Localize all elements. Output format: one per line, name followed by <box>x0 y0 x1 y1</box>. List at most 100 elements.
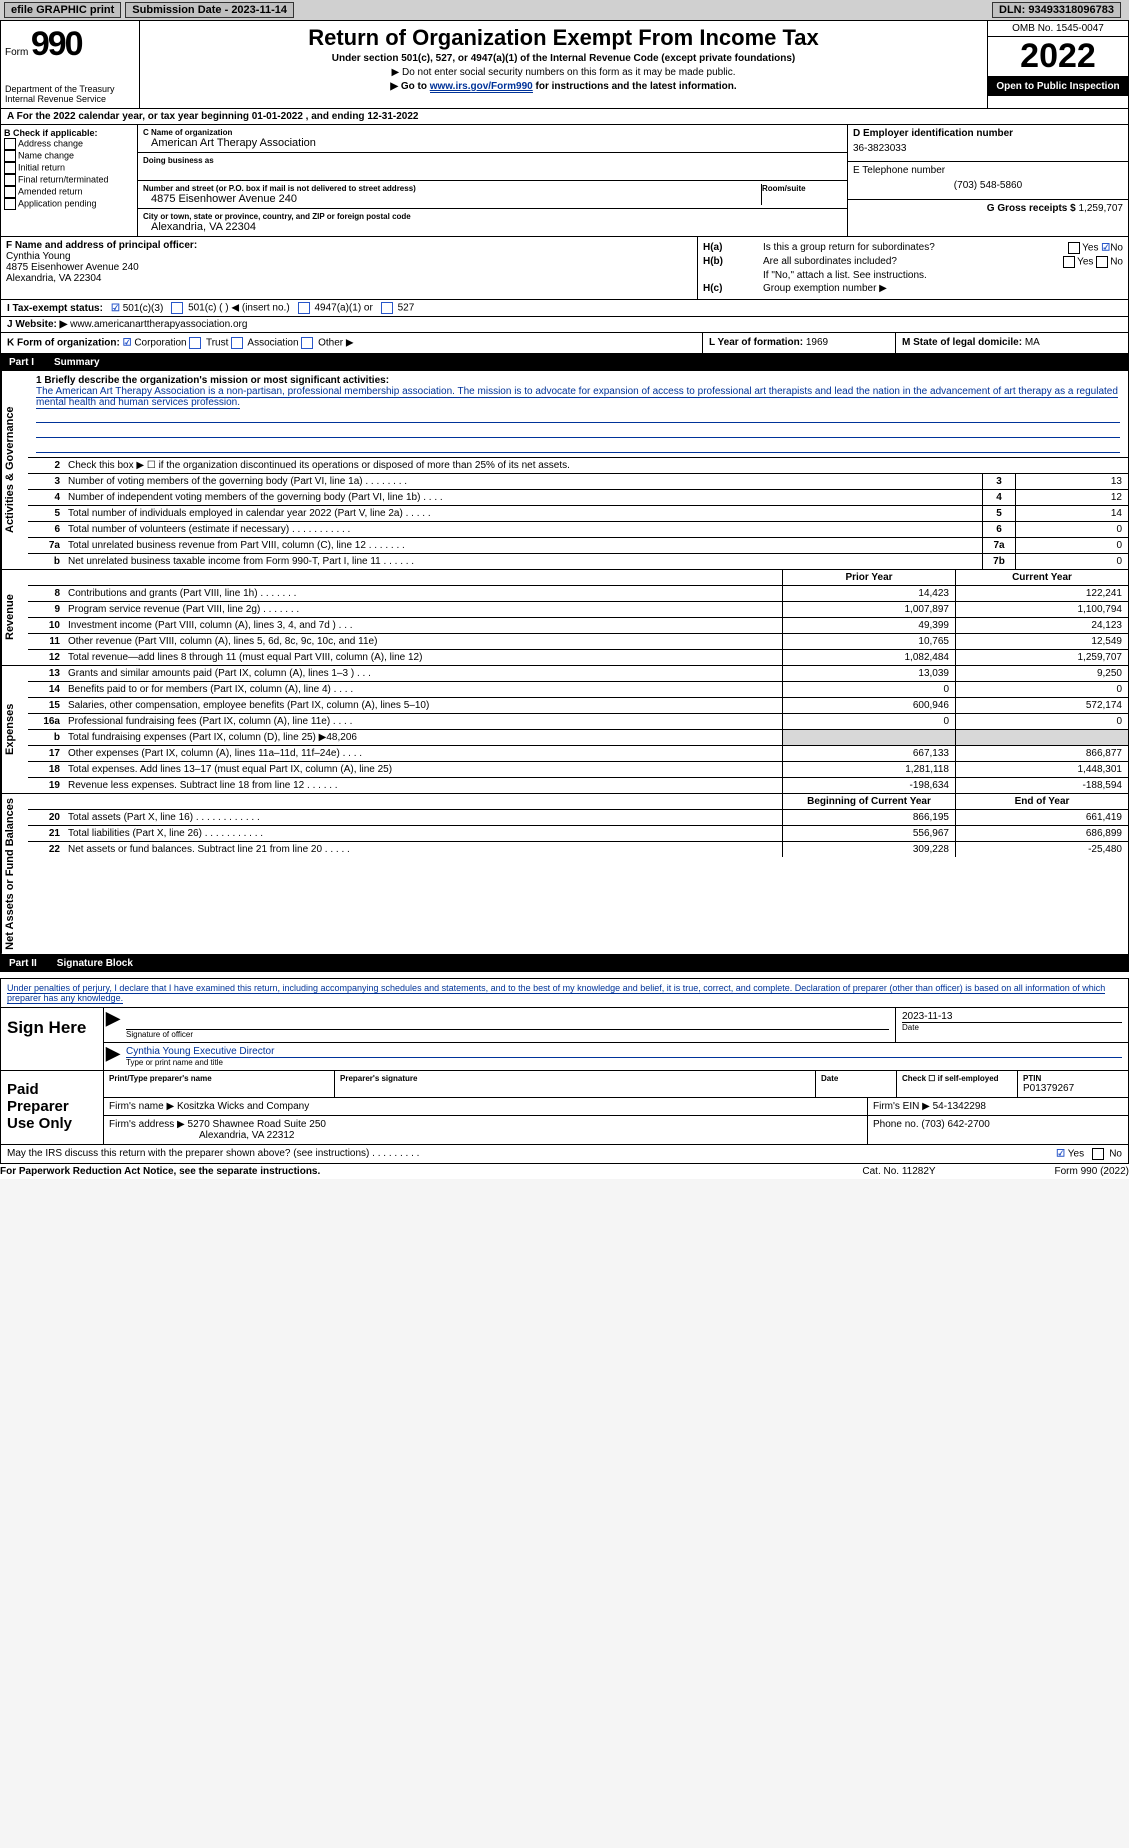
year-formation: 1969 <box>806 337 828 348</box>
form-title: Return of Organization Exempt From Incom… <box>144 25 983 51</box>
hb-text: Are all subordinates included? <box>763 256 1063 268</box>
revenue-tab: Revenue <box>1 570 28 665</box>
firm-ein-label: Firm's EIN ▶ <box>873 1101 930 1112</box>
self-employed-label: Check ☐ if self-employed <box>897 1071 1018 1097</box>
arrow-icon: ▶ <box>104 1043 120 1070</box>
ein-label: D Employer identification number <box>853 128 1123 139</box>
ein-value: 36-3823033 <box>853 143 1123 154</box>
hc-text: Group exemption number ▶ <box>763 283 1123 294</box>
exempt-label: I Tax-exempt status: <box>7 303 103 314</box>
prep-name-label: Print/Type preparer's name <box>104 1071 335 1097</box>
table-row: 19Revenue less expenses. Subtract line 1… <box>28 777 1128 793</box>
website-value: www.americanarttherapyassociation.org <box>70 319 247 330</box>
firm-ein: 54-1342298 <box>933 1101 986 1112</box>
table-row: 17Other expenses (Part IX, column (A), l… <box>28 745 1128 761</box>
org-name: American Art Therapy Association <box>143 137 842 149</box>
hb-label: H(b) <box>703 256 763 268</box>
irs-link[interactable]: www.irs.gov/Form990 <box>430 81 533 93</box>
tax-year: 2022 <box>988 37 1128 77</box>
hb-no-check[interactable] <box>1096 256 1108 268</box>
form-number: 990 <box>31 25 82 63</box>
website-row: J Website: ▶ www.americanarttherapyassoc… <box>0 317 1129 333</box>
goto-suffix: for instructions and the latest informat… <box>536 81 737 92</box>
org-name-label: C Name of organization <box>143 128 842 137</box>
check-name-change[interactable] <box>4 150 16 162</box>
net-assets-section: Net Assets or Fund Balances Beginning of… <box>0 794 1129 955</box>
dept-irs: Internal Revenue Service <box>5 94 135 104</box>
governance-tab: Activities & Governance <box>1 371 28 569</box>
dba-label: Doing business as <box>143 156 842 165</box>
table-row: 20Total assets (Part X, line 16) . . . .… <box>28 809 1128 825</box>
check-initial-return[interactable] <box>4 162 16 174</box>
table-row: bTotal fundraising expenses (Part IX, co… <box>28 729 1128 745</box>
table-row: 14Benefits paid to or for members (Part … <box>28 681 1128 697</box>
mission-label: 1 Briefly describe the organization's mi… <box>36 375 1120 386</box>
check-app-pending[interactable] <box>4 198 16 210</box>
room-label: Room/suite <box>762 184 842 193</box>
table-row: 10Investment income (Part VIII, column (… <box>28 617 1128 633</box>
org-form-row: K Form of organization: ☑ Corporation Tr… <box>0 333 1129 354</box>
tax-exempt-row: I Tax-exempt status: ☑ 501(c)(3) 501(c) … <box>0 300 1129 317</box>
table-row: 21Total liabilities (Part X, line 26) . … <box>28 825 1128 841</box>
officer-typed-name: Cynthia Young Executive Director <box>126 1046 1122 1058</box>
part1-header: Part I Summary <box>0 354 1129 371</box>
hc-label: H(c) <box>703 283 763 294</box>
ha-yes-check[interactable] <box>1068 242 1080 254</box>
revenue-section: Revenue Prior YearCurrent Year 8Contribu… <box>0 570 1129 666</box>
sig-officer-label: Signature of officer <box>126 1029 889 1039</box>
check-address-change[interactable] <box>4 138 16 150</box>
submission-date: Submission Date - 2023-11-14 <box>125 2 294 18</box>
governance-section: Activities & Governance 1 Briefly descri… <box>0 371 1129 570</box>
street-label: Number and street (or P.O. box if mail i… <box>143 184 761 193</box>
ssn-note: ▶ Do not enter social security numbers o… <box>144 67 983 78</box>
type-name-label: Type or print name and title <box>126 1058 1122 1067</box>
page-footer: For Paperwork Reduction Act Notice, see … <box>0 1164 1129 1179</box>
phone-value: (703) 548-5860 <box>853 180 1123 191</box>
dept-treasury: Department of the Treasury <box>5 84 135 94</box>
net-assets-tab: Net Assets or Fund Balances <box>1 794 28 954</box>
open-public-badge: Open to Public Inspection <box>988 77 1128 96</box>
firm-addr2: Alexandria, VA 22312 <box>109 1130 294 1141</box>
discuss-no-check[interactable] <box>1092 1148 1104 1160</box>
form-footer-label: Form 990 (2022) <box>969 1166 1129 1177</box>
efile-print-button[interactable]: efile GRAPHIC print <box>4 2 121 18</box>
ptin-label: PTIN <box>1023 1074 1123 1083</box>
sign-here-label: Sign Here <box>1 1008 104 1070</box>
prep-sig-label: Preparer's signature <box>335 1071 816 1097</box>
table-row: 16aProfessional fundraising fees (Part I… <box>28 713 1128 729</box>
table-row: 8Contributions and grants (Part VIII, li… <box>28 585 1128 601</box>
k-label: K Form of organization: <box>7 338 120 349</box>
table-row: 13Grants and similar amounts paid (Part … <box>28 666 1128 681</box>
form-label: Form <box>5 47 28 58</box>
discuss-question: May the IRS discuss this return with the… <box>7 1148 1056 1160</box>
firm-addr1: 5270 Shawnee Road Suite 250 <box>188 1119 326 1130</box>
ptin-value: P01379267 <box>1023 1083 1123 1094</box>
domicile-label: M State of legal domicile: <box>902 337 1022 348</box>
phone-label: E Telephone number <box>853 165 1123 176</box>
city-label: City or town, state or province, country… <box>143 212 842 221</box>
check-final-return[interactable] <box>4 174 16 186</box>
firm-addr-label: Firm's address ▶ <box>109 1119 185 1130</box>
signature-date: 2023-11-13 <box>902 1011 1122 1022</box>
check-amended[interactable] <box>4 186 16 198</box>
expenses-tab: Expenses <box>1 666 28 793</box>
hb-note: If "No," attach a list. See instructions… <box>763 270 1123 281</box>
table-row: 15Salaries, other compensation, employee… <box>28 697 1128 713</box>
officer-street: 4875 Eisenhower Avenue 240 <box>6 262 692 273</box>
gross-receipts-value: 1,259,707 <box>1079 203 1124 214</box>
gross-receipts-label: G Gross receipts $ <box>987 203 1076 214</box>
city-state-zip: Alexandria, VA 22304 <box>143 221 842 233</box>
signature-block: Under penalties of perjury, I declare th… <box>0 978 1129 1164</box>
omb-number: OMB No. 1545-0047 <box>988 21 1128 37</box>
date-label: Date <box>902 1022 1122 1032</box>
line-a-tax-year: A For the 2022 calendar year, or tax yea… <box>0 109 1129 125</box>
form-subtitle: Under section 501(c), 527, or 4947(a)(1)… <box>144 53 983 64</box>
hb-yes-check[interactable] <box>1063 256 1075 268</box>
prep-date-label: Date <box>816 1071 897 1097</box>
firm-phone: (703) 642-2700 <box>921 1119 989 1130</box>
catalog-number: Cat. No. 11282Y <box>829 1166 969 1177</box>
ha-label: H(a) <box>703 242 763 254</box>
website-label: J Website: ▶ <box>7 319 67 330</box>
identity-block: B Check if applicable: Address change Na… <box>0 125 1129 237</box>
officer-group-block: F Name and address of principal officer:… <box>0 237 1129 300</box>
